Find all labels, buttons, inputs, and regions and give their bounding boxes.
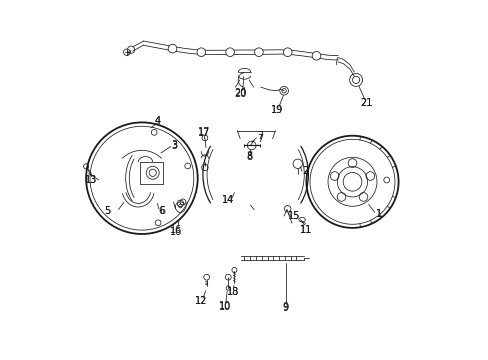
Text: 14: 14 <box>222 195 234 205</box>
Text: 18: 18 <box>226 287 239 297</box>
Text: 21: 21 <box>360 98 372 108</box>
Text: 5: 5 <box>104 206 111 216</box>
Text: 8: 8 <box>246 150 252 161</box>
Text: 15: 15 <box>287 211 300 221</box>
Text: 2: 2 <box>301 166 307 176</box>
Circle shape <box>311 51 320 60</box>
Text: 12: 12 <box>195 296 207 306</box>
Text: 18: 18 <box>226 287 239 297</box>
Text: 3: 3 <box>171 141 177 151</box>
Text: 19: 19 <box>270 105 283 115</box>
Text: 4: 4 <box>154 116 160 126</box>
Text: 20: 20 <box>234 89 246 99</box>
Text: 1: 1 <box>376 209 382 219</box>
Text: 6: 6 <box>158 206 164 216</box>
Text: 13: 13 <box>85 175 98 185</box>
Text: 1: 1 <box>376 209 382 219</box>
Text: 17: 17 <box>198 127 210 138</box>
Circle shape <box>283 48 291 57</box>
Text: 2: 2 <box>301 166 307 176</box>
Circle shape <box>197 48 205 57</box>
Text: 10: 10 <box>218 302 230 312</box>
Text: 6: 6 <box>159 206 165 216</box>
Text: 20: 20 <box>234 88 246 98</box>
Text: 17: 17 <box>198 128 210 138</box>
Text: 4: 4 <box>155 116 161 126</box>
Circle shape <box>168 44 177 53</box>
Text: 9: 9 <box>282 303 288 313</box>
Text: 19: 19 <box>270 105 283 115</box>
Text: 10: 10 <box>218 301 230 311</box>
Text: 5: 5 <box>104 206 111 216</box>
Text: 9: 9 <box>282 302 288 312</box>
Text: 11: 11 <box>299 225 311 235</box>
Text: 7: 7 <box>257 131 264 141</box>
Text: 13: 13 <box>85 175 98 185</box>
Text: 14: 14 <box>222 195 234 205</box>
Text: 7: 7 <box>257 134 264 144</box>
Circle shape <box>254 48 263 57</box>
Text: 3: 3 <box>171 140 177 150</box>
Circle shape <box>225 48 234 57</box>
Text: 15: 15 <box>287 211 300 221</box>
Text: 16: 16 <box>170 227 182 237</box>
Text: 21: 21 <box>360 98 372 108</box>
Text: 8: 8 <box>246 152 252 162</box>
Text: 12: 12 <box>195 296 207 306</box>
Text: 16: 16 <box>170 225 182 235</box>
Text: 11: 11 <box>299 225 311 235</box>
